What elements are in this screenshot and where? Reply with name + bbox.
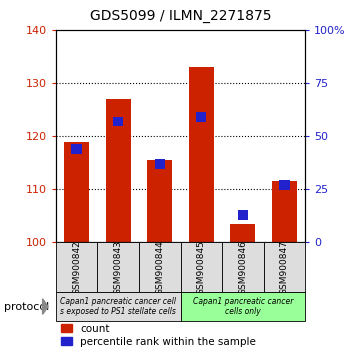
Bar (238, 210, 248, 219)
Text: GSM900846: GSM900846 (238, 240, 247, 295)
Text: GSM900844: GSM900844 (155, 240, 164, 295)
Bar (139, 242, 180, 292)
Bar (64, 142, 89, 242)
Text: Capan1 pancreatic cancer
cells only: Capan1 pancreatic cancer cells only (192, 297, 293, 316)
Bar (155, 159, 165, 169)
Polygon shape (43, 299, 48, 314)
Text: GSM900842: GSM900842 (72, 240, 81, 295)
Bar (272, 181, 297, 242)
Bar (71, 144, 82, 154)
Text: GDS5099 / ILMN_2271875: GDS5099 / ILMN_2271875 (90, 9, 271, 23)
Bar (279, 181, 290, 190)
Bar (56, 242, 97, 292)
Text: GSM900847: GSM900847 (280, 240, 289, 295)
Bar (196, 113, 206, 122)
Bar (56, 292, 180, 321)
Bar (230, 224, 255, 242)
Bar (106, 99, 131, 242)
Bar (222, 242, 264, 292)
Bar (147, 160, 172, 242)
Bar (180, 242, 222, 292)
Bar (189, 67, 214, 242)
Bar (180, 292, 305, 321)
Text: protocol: protocol (4, 302, 49, 312)
Legend: count, percentile rank within the sample: count, percentile rank within the sample (61, 324, 256, 347)
Bar (113, 117, 123, 126)
Text: GSM900843: GSM900843 (114, 240, 123, 295)
Text: Capan1 pancreatic cancer cell
s exposed to PS1 stellate cells: Capan1 pancreatic cancer cell s exposed … (60, 297, 176, 316)
Bar (97, 242, 139, 292)
Bar (264, 242, 305, 292)
Text: GSM900845: GSM900845 (197, 240, 206, 295)
